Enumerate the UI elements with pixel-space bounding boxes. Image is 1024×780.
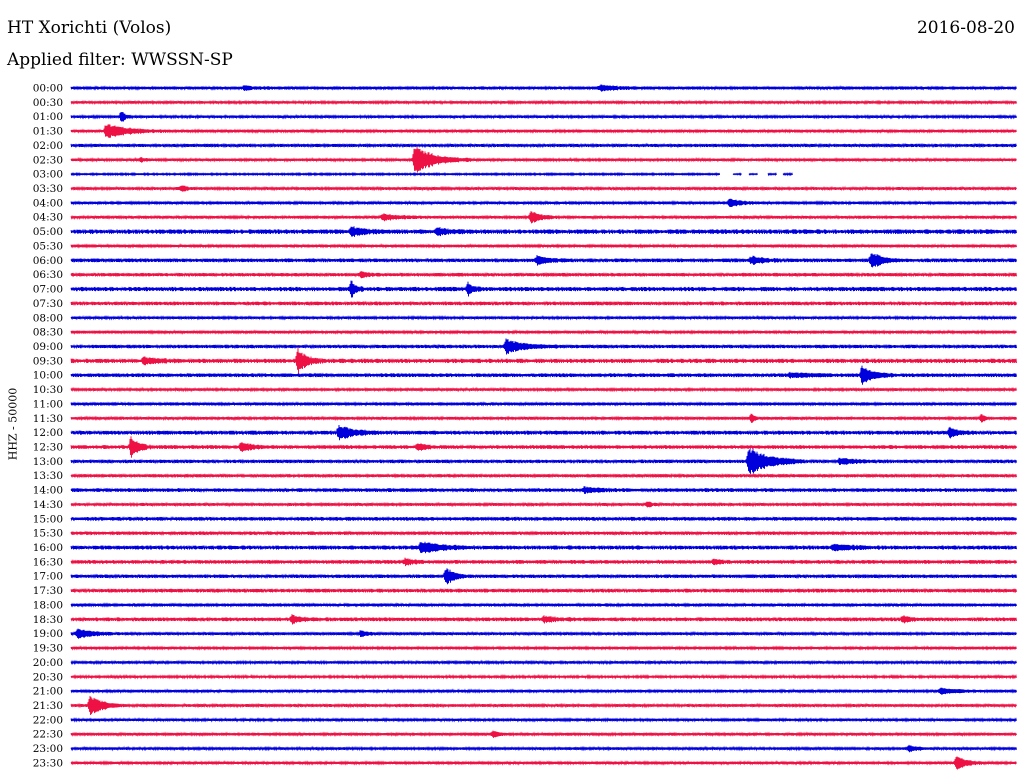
time-tick-label: 08:30	[33, 327, 63, 339]
time-tick-label: 19:30	[33, 643, 63, 655]
time-tick-label: 08:00	[33, 312, 63, 324]
time-tick-label: 03:30	[33, 183, 63, 195]
time-tick-label: 04:00	[33, 197, 63, 209]
time-tick-label: 20:30	[33, 671, 63, 683]
time-tick-label: 18:00	[33, 599, 63, 611]
time-tick-label: 01:30	[33, 126, 63, 138]
time-tick-label: 22:00	[33, 714, 63, 726]
time-tick-label: 21:30	[33, 700, 63, 712]
time-tick-label: 22:30	[33, 729, 63, 741]
time-tick-label: 15:00	[33, 513, 63, 525]
time-tick-label: 14:30	[33, 499, 63, 511]
time-tick-label: 20:00	[33, 657, 63, 669]
time-tick-label: 14:00	[33, 485, 63, 497]
time-tick-label: 04:30	[33, 212, 63, 224]
time-tick-label: 05:00	[33, 226, 63, 238]
date-label: 2016-08-20	[916, 18, 1015, 38]
time-tick-label: 05:30	[33, 240, 63, 252]
time-tick-label: 02:00	[33, 140, 63, 152]
time-tick-label: 17:30	[33, 585, 63, 597]
time-tick-label: 09:00	[33, 341, 63, 353]
time-tick-label: 13:30	[33, 470, 63, 482]
time-tick-label: 01:00	[33, 111, 63, 123]
time-tick-label: 19:00	[33, 628, 63, 640]
filter-label: Applied filter: WWSSN-SP	[7, 50, 233, 70]
time-tick-label: 23:30	[33, 757, 63, 769]
time-tick-label: 17:00	[33, 571, 63, 583]
time-tick-label: 00:00	[33, 83, 63, 95]
time-tick-label: 11:30	[33, 413, 63, 425]
time-tick-label: 06:30	[33, 269, 63, 281]
station-title: HT Xorichti (Volos)	[7, 18, 172, 38]
time-tick-label: 10:00	[33, 370, 63, 382]
time-tick-label: 16:00	[33, 542, 63, 554]
time-tick-label: 10:30	[33, 384, 63, 396]
time-tick-label: 23:00	[33, 743, 63, 755]
time-tick-label: 03:00	[33, 169, 63, 181]
time-tick-label: 07:00	[33, 284, 63, 296]
time-tick-label: 06:00	[33, 255, 63, 267]
time-tick-label: 13:00	[33, 456, 63, 468]
time-tick-label: 12:00	[33, 427, 63, 439]
time-tick-label: 09:30	[33, 355, 63, 367]
time-tick-label: 21:00	[33, 686, 63, 698]
time-tick-label: 02:30	[33, 154, 63, 166]
time-tick-label: 00:30	[33, 97, 63, 109]
time-tick-label: 07:30	[33, 298, 63, 310]
time-tick-label: 16:30	[33, 556, 63, 568]
time-tick-label: 18:30	[33, 614, 63, 626]
time-tick-label: 11:00	[33, 398, 63, 410]
time-tick-label: 15:30	[33, 528, 63, 540]
time-tick-label: 12:30	[33, 442, 63, 454]
